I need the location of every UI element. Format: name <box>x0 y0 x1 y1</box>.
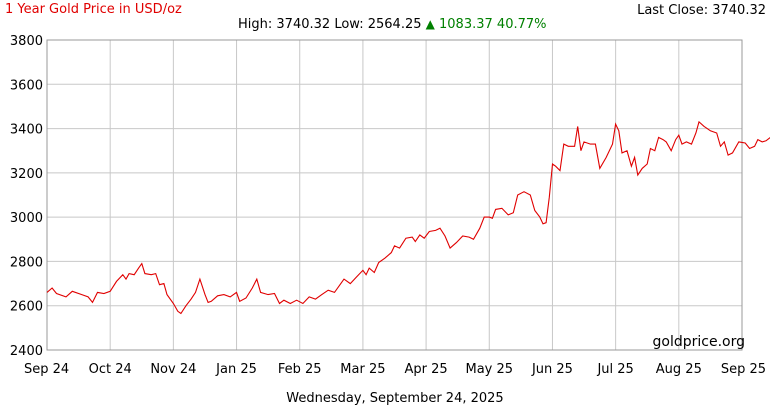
y-axis-ticks: 2400 2600 2800 3000 3200 3400 3600 3800 <box>10 34 43 359</box>
x-axis-ticks: Sep 24 Oct 24 Nov 24 Jan 25 Feb 25 Mar 25 Apr … <box>24 362 766 377</box>
change-value: 1083.37 <box>439 17 493 32</box>
source-watermark: goldprice.org <box>652 334 745 350</box>
change-percent: 40.77% <box>496 17 547 32</box>
y-tick-label: 2600 <box>10 300 43 315</box>
x-tick-label: Aug 25 <box>656 362 702 377</box>
x-tick-label: Mar 25 <box>340 362 385 377</box>
x-tick-label: Sep 25 <box>721 362 766 377</box>
low-label: Low: <box>334 17 364 32</box>
x-tick-label: Jun 25 <box>531 362 573 377</box>
x-tick-label: Nov 24 <box>150 362 196 377</box>
y-tick-label: 2400 <box>10 344 43 359</box>
x-tick-label: Oct 24 <box>89 362 132 377</box>
x-tick-label: Jul 25 <box>596 362 633 377</box>
y-tick-label: 3000 <box>10 211 43 226</box>
y-tick-label: 2800 <box>10 255 43 270</box>
x-tick-label: Sep 24 <box>24 362 69 377</box>
y-tick-label: 3800 <box>10 34 43 49</box>
plot-frame <box>46 39 743 351</box>
x-tick-label: Feb 25 <box>278 362 322 377</box>
chart-title: 1 Year Gold Price in USD/oz <box>5 2 182 17</box>
y-tick-label: 3400 <box>10 123 43 138</box>
high-label: High: <box>238 17 273 32</box>
up-arrow-icon: ▲ <box>425 17 435 31</box>
footer-date: Wednesday, September 24, 2025 <box>286 391 504 406</box>
x-tick-label: May 25 <box>465 362 513 377</box>
last-close-value: 3740.32 <box>712 3 766 18</box>
last-close: Last Close: 3740.32 <box>637 3 766 18</box>
price-stats: High: 3740.32 Low: 2564.25 ▲ 1083.37 40.… <box>238 17 547 32</box>
last-close-label: Last Close: <box>637 3 709 18</box>
chart-grid <box>46 39 743 351</box>
low-value: 2564.25 <box>367 17 422 32</box>
x-tick-label: Apr 25 <box>405 362 448 377</box>
y-tick-label: 3600 <box>10 78 43 93</box>
y-tick-label: 3200 <box>10 167 43 182</box>
price-series-line <box>46 120 770 315</box>
high-value: 3740.32 <box>276 17 331 32</box>
x-tick-label: Jan 25 <box>215 362 257 377</box>
